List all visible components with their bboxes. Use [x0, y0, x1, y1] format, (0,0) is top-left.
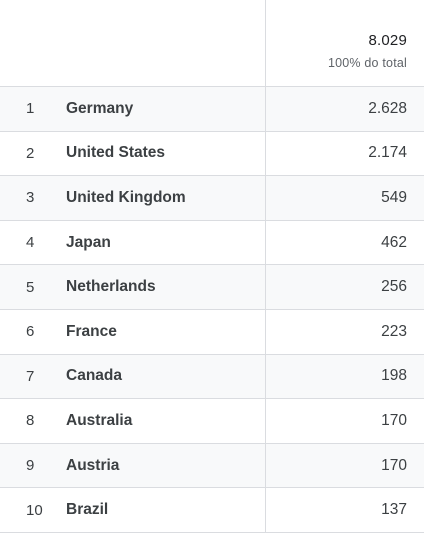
- dimension-cell: 8 Australia: [0, 399, 266, 443]
- country-name: Netherlands: [66, 278, 156, 296]
- row-rank: 10: [26, 501, 43, 519]
- country-name: Austria: [66, 456, 120, 474]
- country-name: France: [66, 322, 117, 340]
- table-row[interactable]: 8 Australia 170: [0, 399, 424, 444]
- row-value: 2.174: [368, 144, 407, 162]
- row-value: 198: [381, 367, 407, 385]
- country-name: Australia: [66, 411, 133, 429]
- table-row[interactable]: 6 France 223: [0, 309, 424, 355]
- row-rank: 4: [26, 234, 35, 252]
- row-rank: 8: [26, 412, 35, 430]
- row-value: 462: [381, 233, 407, 251]
- dimension-cell: 10 Brazil: [0, 488, 266, 532]
- row-rank: 2: [26, 144, 35, 162]
- row-rank: 9: [26, 457, 35, 475]
- country-name: Germany: [66, 99, 134, 117]
- table-row[interactable]: 1 Germany 2.628: [0, 87, 424, 132]
- row-value: 256: [381, 278, 407, 296]
- dimension-cell: 1 Germany: [0, 87, 266, 131]
- row-rank: 1: [26, 100, 35, 118]
- table-row[interactable]: 2 United States 2.174: [0, 131, 424, 177]
- table-row[interactable]: 4 Japan 462: [0, 220, 424, 266]
- country-name: Japan: [66, 233, 111, 251]
- row-rank: 7: [26, 367, 35, 385]
- row-value: 549: [381, 188, 407, 206]
- country-name: United Kingdom: [66, 188, 186, 206]
- table-row[interactable]: 5 Netherlands 256: [0, 265, 424, 310]
- row-value: 170: [381, 411, 407, 429]
- table-body: 1 Germany 2.628 2 United States 2.174 3 …: [0, 87, 424, 533]
- dimension-cell: 3 United Kingdom: [0, 176, 266, 220]
- metric-total: 8.029: [368, 32, 407, 49]
- dimension-cell: 5 Netherlands: [0, 265, 266, 309]
- row-rank: 5: [26, 278, 35, 296]
- table-row[interactable]: 7 Canada 198: [0, 354, 424, 400]
- header-metric-cell: 8.029 100% do total: [266, 0, 424, 86]
- row-value: 170: [381, 456, 407, 474]
- row-rank: 3: [26, 189, 35, 207]
- table-row[interactable]: 10 Brazil 137: [0, 488, 424, 533]
- table-row[interactable]: 9 Austria 170: [0, 443, 424, 489]
- table-row[interactable]: 3 United Kingdom 549: [0, 176, 424, 221]
- table-header: 8.029 100% do total: [0, 0, 424, 87]
- row-value: 2.628: [368, 99, 407, 117]
- dimension-cell: 7 Canada: [0, 354, 266, 399]
- dimension-cell: 2 United States: [0, 131, 266, 176]
- row-value: 137: [381, 501, 407, 519]
- dimension-cell: 4 Japan: [0, 220, 266, 265]
- row-rank: 6: [26, 323, 35, 341]
- country-name: United States: [66, 144, 166, 162]
- country-name: Brazil: [66, 501, 109, 519]
- country-name: Canada: [66, 367, 122, 385]
- metric-total-percent: 100% do total: [327, 56, 407, 70]
- header-dimension-cell: [0, 0, 266, 86]
- dimension-cell: 9 Austria: [0, 443, 266, 488]
- dimension-cell: 6 France: [0, 309, 266, 354]
- row-value: 223: [381, 322, 407, 340]
